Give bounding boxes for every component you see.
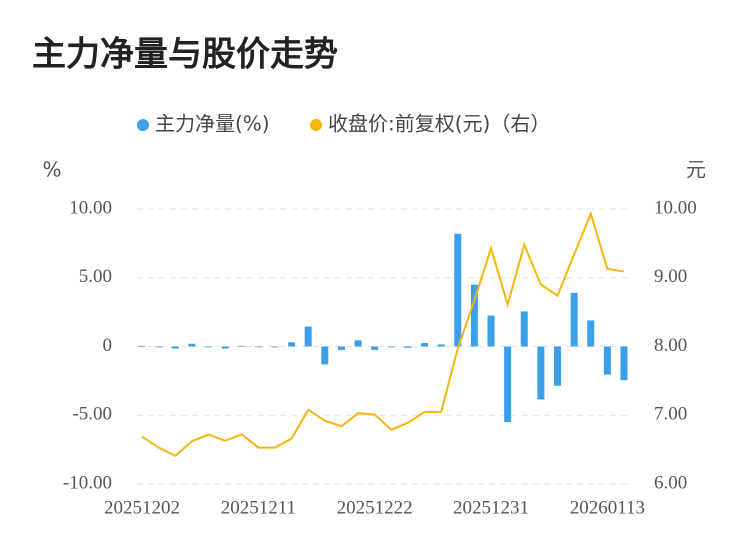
bar: [421, 343, 429, 347]
price-line: [141, 210, 625, 458]
bar: [254, 346, 262, 348]
y2-tick-label: 9.00: [654, 266, 687, 287]
chart-title: 主力净量与股价走势: [32, 35, 338, 75]
legend-label: 主力净量(%): [155, 112, 270, 136]
bar: [387, 346, 395, 348]
x-tick-label: 20251202: [104, 497, 180, 518]
bar: [138, 345, 146, 347]
x-tick-label: 20251211: [221, 497, 296, 518]
y-axis-label: %: [42, 158, 61, 182]
bar: [404, 346, 412, 348]
y2-tick-label: 10.00: [654, 197, 697, 218]
bar: [188, 343, 196, 347]
bar: [238, 345, 246, 347]
legend-label: 收盘价:前复权(元)（右）: [328, 112, 550, 136]
bar: [371, 346, 379, 350]
bar: [354, 340, 362, 347]
y-tick-label: 5.00: [79, 266, 112, 287]
bar: [221, 346, 229, 349]
bar: [304, 326, 312, 347]
bar: [321, 346, 329, 365]
y2-tick-label: 8.00: [654, 335, 687, 356]
bar: [587, 320, 595, 347]
bar: [204, 346, 212, 348]
bar: [487, 315, 495, 347]
bar: [337, 346, 345, 350]
bar: [620, 346, 628, 381]
y2-tick-label: 6.00: [654, 472, 687, 493]
bar: [570, 292, 578, 347]
bar: [155, 346, 163, 348]
y-tick-label: -10.00: [63, 472, 112, 493]
bar: [171, 346, 179, 349]
bar: [437, 344, 445, 347]
y-tick-label: -5.00: [72, 404, 112, 425]
x-tick-label: 20251231: [453, 497, 529, 518]
bar: [603, 346, 611, 375]
bar: [554, 346, 561, 386]
y2-tick-label: 7.00: [654, 404, 687, 425]
bar: [537, 346, 545, 400]
y2-axis-label: 元: [686, 158, 706, 182]
bar: [271, 346, 279, 348]
x-tick-label: 20251222: [337, 497, 413, 518]
legend-marker: [137, 119, 149, 131]
y-tick-label: 10.00: [69, 197, 112, 218]
x-tick-label: 20260113: [570, 497, 645, 518]
bar: [504, 346, 512, 423]
bar: [470, 284, 478, 347]
legend-marker: [310, 119, 322, 131]
bar: [520, 311, 528, 347]
y-tick-label: 0: [103, 335, 113, 356]
bar: [288, 342, 296, 347]
bar: [454, 233, 462, 347]
